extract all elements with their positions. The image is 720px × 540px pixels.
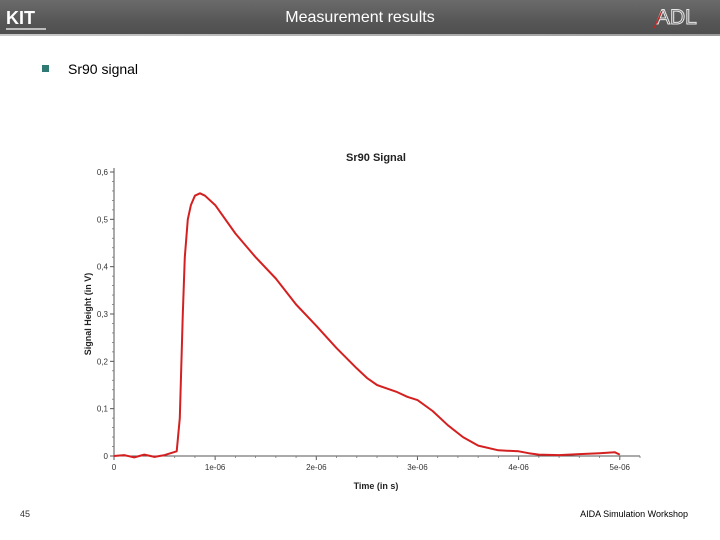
slide-header: KIT Measurement results ADL — [0, 0, 720, 34]
y-tick-label: 0,1 — [97, 405, 109, 414]
y-tick-label: 0 — [104, 452, 109, 461]
workshop-name: AIDA Simulation Workshop — [580, 509, 688, 519]
chart-title: Sr90 Signal — [346, 152, 406, 164]
x-tick-label: 4e-06 — [508, 463, 529, 472]
kit-logo-text: KIT — [6, 8, 35, 28]
signal-series-line — [113, 192, 621, 459]
y-tick-label: 0,2 — [97, 357, 109, 366]
y-axis-label: Signal Height (in V) — [83, 273, 93, 356]
chart-axes: 0 0,1 0,2 0,3 0,4 0,5 0,6 0 1e-06 2e-06 3e-06 4e-06… — [97, 168, 641, 472]
bullet-text: Sr90 signal — [68, 61, 139, 77]
x-tick-label: 0 — [112, 463, 117, 472]
x-tick-label: 1e-06 — [205, 463, 226, 472]
adl-logo-text: ADL — [656, 6, 697, 29]
y-tick-label: 0,4 — [97, 263, 109, 272]
x-axis-label: Time (in s) — [354, 481, 399, 491]
x-tick-label: 3e-06 — [407, 463, 428, 472]
chart-series — [113, 192, 621, 459]
bullet-marker — [42, 65, 49, 72]
slide-title: Measurement results — [285, 9, 435, 26]
y-tick-label: 0,5 — [97, 215, 109, 224]
x-tick-label: 5e-06 — [610, 463, 631, 472]
x-tick-label: 2e-06 — [306, 463, 327, 472]
adl-logo: ADL — [653, 6, 697, 29]
header-divider — [0, 34, 720, 36]
y-tick-label: 0,3 — [97, 310, 109, 319]
page-number: 45 — [20, 509, 31, 519]
y-tick-label: 0,6 — [97, 168, 109, 177]
kit-logo: KIT — [6, 8, 46, 30]
